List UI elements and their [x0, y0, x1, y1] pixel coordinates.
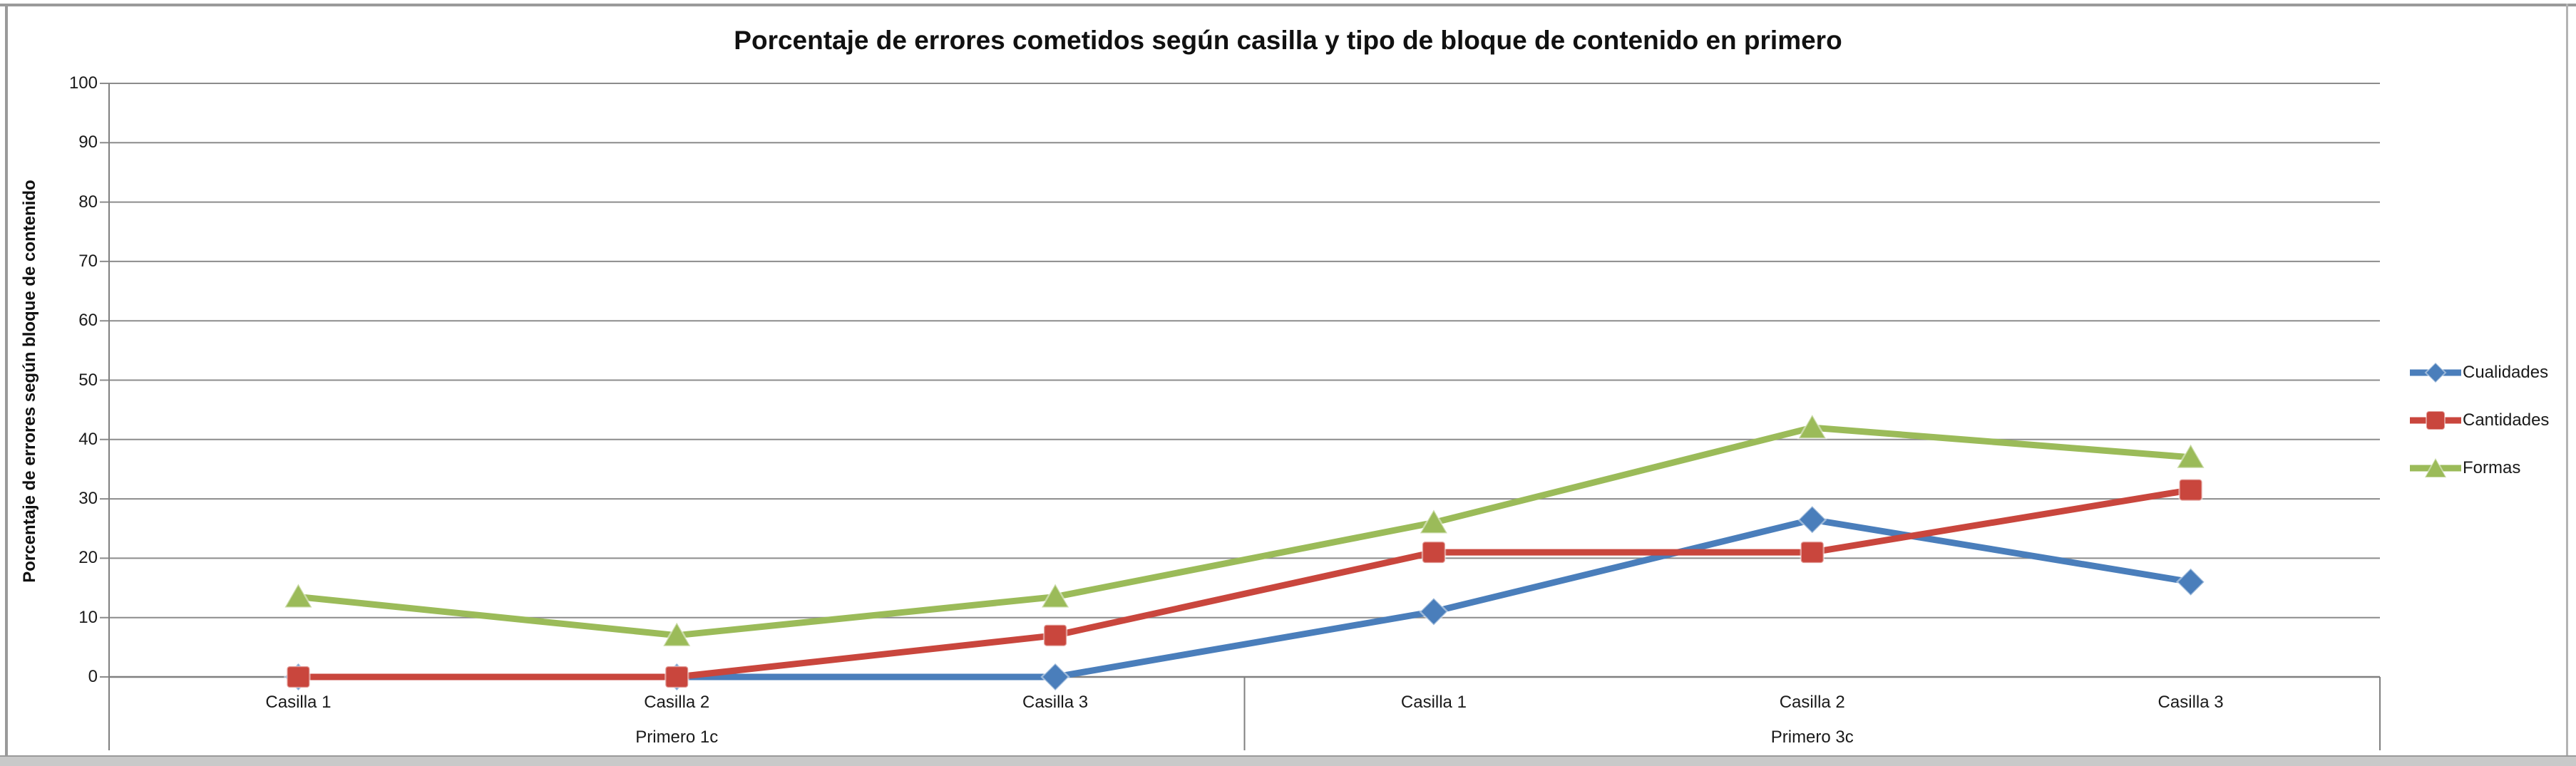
x-group-label: Primero 3c: [1770, 728, 1854, 747]
legend-item-formas: Formas: [2408, 456, 2549, 480]
series-line-formas: [294, 424, 2195, 639]
data-point-diamond: [1419, 596, 1449, 627]
y-tick-label: 60: [78, 311, 98, 331]
frame-bottom-strip: [0, 755, 2576, 766]
legend: Cualidades Cantidades Formas: [2408, 361, 2549, 504]
legend-marker-diamond: [2410, 361, 2461, 384]
data-point-square: [1421, 540, 1447, 564]
y-tick-label: 40: [78, 429, 98, 449]
legend-label: Cantidades: [2463, 410, 2550, 430]
data-point-square: [1800, 540, 1825, 564]
data-point-triangle: [283, 582, 314, 609]
y-tick-label: 30: [78, 489, 98, 509]
x-group-label: Primero 1c: [635, 728, 719, 747]
data-point-triangle: [1797, 413, 1827, 440]
y-tick-label: 0: [88, 667, 98, 686]
frame-top-border: [0, 4, 2576, 6]
y-tick-label: 50: [78, 370, 98, 390]
series-line-cantidades: [294, 487, 2195, 680]
y-tick-label: 70: [78, 251, 98, 271]
x-category-label: Casilla 1: [1400, 693, 1467, 712]
data-point-diamond: [1797, 504, 1827, 535]
data-point-square: [2178, 478, 2203, 502]
frame-right-border: [2566, 4, 2568, 757]
data-point-triangle: [1040, 582, 1071, 609]
y-tick-label: 100: [68, 73, 98, 93]
data-point-square: [1042, 623, 1068, 647]
chart-title: Porcentaje de errores cometidos según ca…: [734, 26, 1842, 55]
frame-left-border: [5, 4, 8, 757]
data-point-triangle: [1418, 507, 1449, 534]
legend-marker-triangle: [2410, 456, 2461, 478]
y-tick-label: 10: [78, 607, 98, 627]
x-category-label: Casilla 3: [2157, 693, 2224, 712]
data-point-diamond: [2175, 566, 2206, 597]
x-category-label: Casilla 2: [644, 693, 710, 712]
legend-item-cualidades: Cualidades: [2408, 361, 2549, 385]
data-point-triangle: [2175, 442, 2206, 470]
data-point-diamond: [1040, 662, 1070, 692]
legend-marker-square: [2410, 410, 2461, 430]
data-point-square: [286, 665, 311, 689]
y-tick-label: 80: [78, 192, 98, 212]
x-category-label: Casilla 3: [1022, 693, 1089, 712]
series-line-cualidades: [294, 516, 2195, 680]
x-category-label: Casilla 1: [265, 693, 332, 712]
y-tick-label: 20: [78, 548, 98, 568]
x-category-label: Casilla 2: [1779, 693, 1845, 712]
legend-label: Cualidades: [2463, 363, 2549, 382]
data-point-triangle: [662, 621, 692, 647]
data-point-square: [664, 665, 689, 689]
y-tick-label: 90: [78, 133, 98, 152]
legend-item-cantidades: Cantidades: [2408, 408, 2549, 433]
legend-label: Formas: [2463, 458, 2521, 477]
